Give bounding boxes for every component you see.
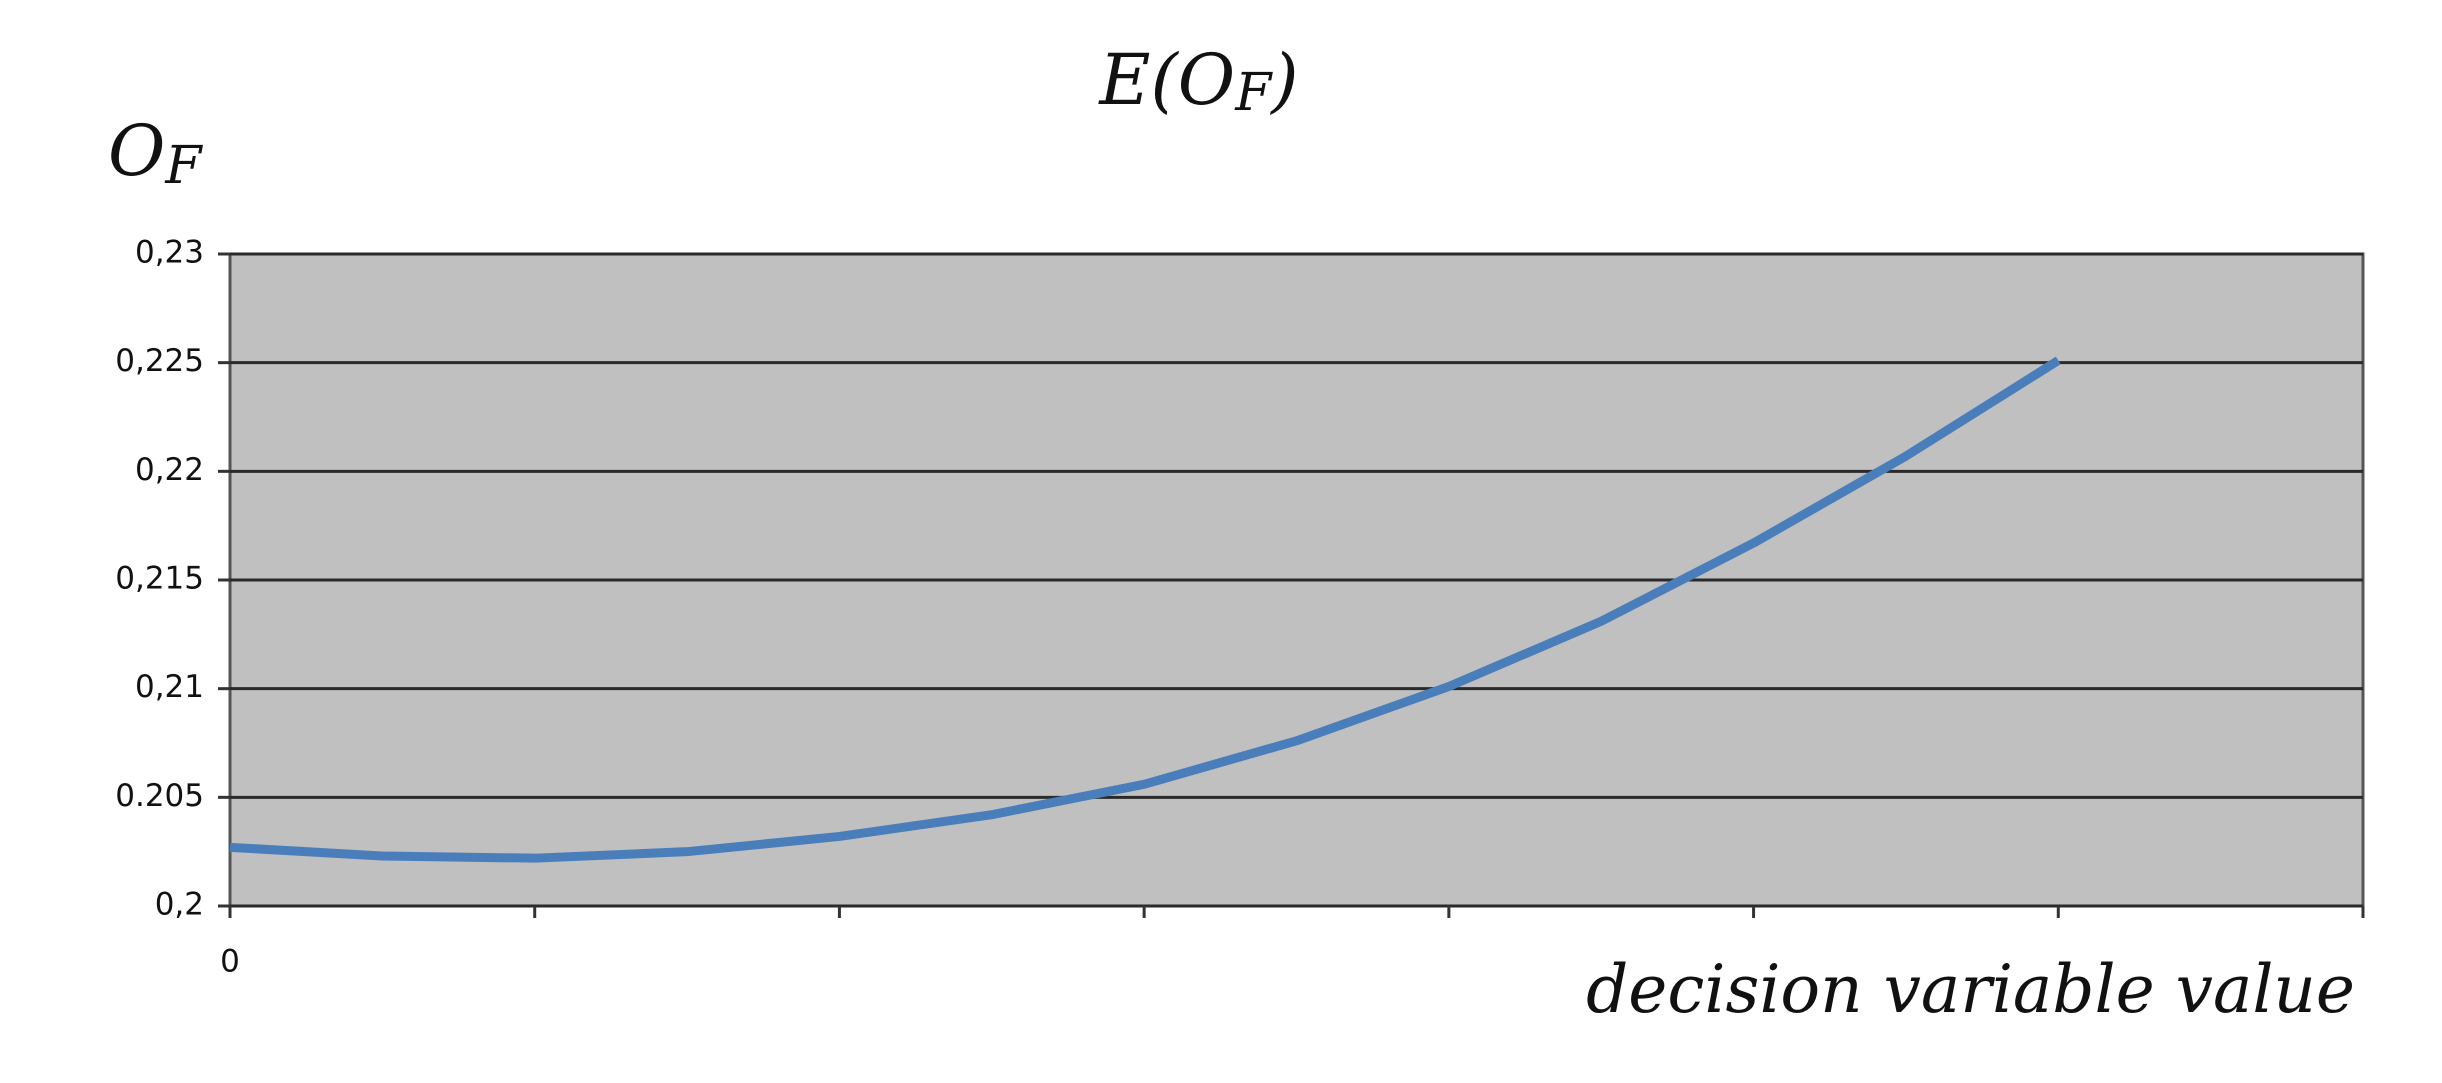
y-tick-label: 0,23 [135,235,204,271]
y-tick-label: 0,225 [115,343,204,379]
y-tick-label: 0,2 [155,887,204,923]
chart-title: E(OF) [1097,39,1298,123]
y-tick-label: 0,22 [135,452,204,488]
x-tick-label: 0 [220,944,240,980]
y-axis-label: OF [108,110,203,196]
data-line [229,356,2061,863]
y-label-part: O [108,110,165,192]
x-axis-label: decision variable value [1586,951,2355,1028]
y-tick-label: 0.205 [115,778,204,814]
title-part: ) [1269,39,1298,121]
title-subscript: F [1234,63,1273,123]
title-part: E(O [1097,39,1235,121]
y-tick-label: 0,21 [135,669,204,705]
y-label-subscript: F [164,136,203,196]
y-tick-label: 0,215 [115,561,204,597]
